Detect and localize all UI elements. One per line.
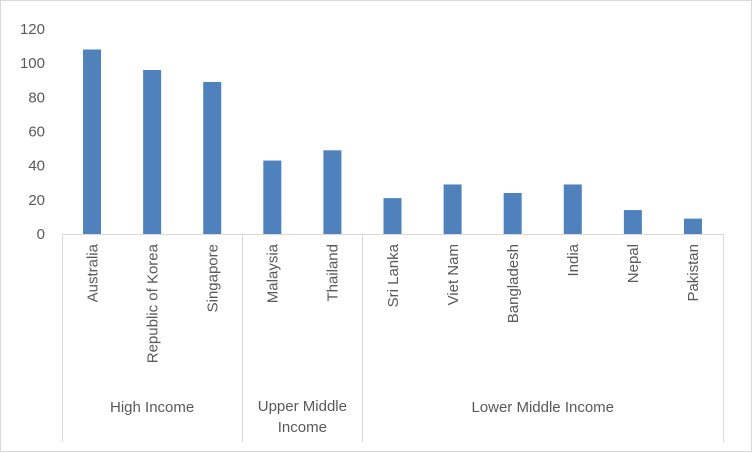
y-tick-label: 40	[28, 158, 45, 175]
group-label: High Income	[110, 399, 194, 416]
bar-republic-of-korea	[143, 70, 162, 234]
y-tick-label: 0	[37, 226, 45, 243]
group-label: Income	[278, 419, 327, 436]
x-tick-label: Sri Lanka	[385, 243, 402, 307]
bar-bangladesh	[503, 193, 522, 234]
y-tick-label: 20	[28, 192, 45, 209]
x-tick-label: India	[565, 243, 582, 276]
x-tick-label: Bangladesh	[505, 244, 522, 323]
x-tick-label: Nepal	[625, 244, 642, 283]
x-tick-label: Malaysia	[265, 243, 282, 303]
bar-singapore	[203, 81, 222, 234]
x-tick-label: Pakistan	[685, 244, 702, 302]
bar-thailand	[323, 150, 342, 234]
y-tick-label: 120	[20, 21, 45, 38]
bar-nepal	[623, 210, 642, 234]
group-label: Lower Middle Income	[471, 399, 614, 416]
group-label: Upper Middle	[258, 398, 347, 415]
bar-sri-lanka	[383, 198, 402, 234]
x-tick-label: Republic of Korea	[144, 243, 161, 363]
x-tick-label: Viet Nam	[445, 244, 462, 305]
y-tick-label: 100	[20, 55, 45, 72]
x-tick-label: Thailand	[325, 244, 342, 302]
bar-pakistan	[683, 218, 702, 234]
bar-india	[563, 184, 582, 234]
y-tick-label: 80	[28, 89, 45, 106]
x-tick-label: Singapore	[204, 244, 221, 312]
bar-viet-nam	[443, 184, 462, 234]
bar-australia	[83, 49, 102, 234]
x-tick-label: Australia	[84, 243, 101, 302]
bar-malaysia	[263, 160, 282, 234]
y-tick-label: 60	[28, 124, 45, 141]
